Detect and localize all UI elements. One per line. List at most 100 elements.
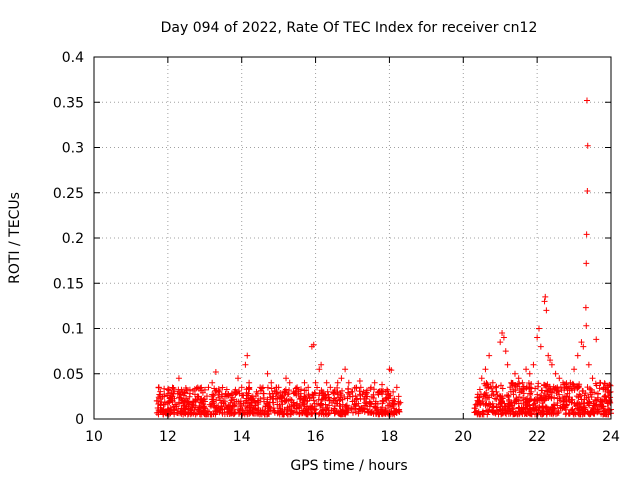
data-point [604, 411, 611, 418]
data-point [497, 382, 504, 389]
data-point [336, 403, 343, 410]
data-point [294, 384, 301, 391]
data-point [539, 405, 546, 412]
data-point [524, 405, 531, 412]
data-point [193, 385, 200, 392]
data-point [158, 399, 165, 406]
data-point [534, 334, 541, 341]
data-point [593, 382, 600, 389]
data-point [475, 397, 482, 404]
data-point [549, 389, 556, 396]
data-point [584, 384, 591, 391]
data-point [348, 404, 355, 411]
data-point [288, 408, 295, 415]
data-point [383, 397, 390, 404]
data-point [578, 403, 585, 410]
data-point [325, 407, 332, 414]
data-point [371, 379, 378, 386]
data-point [168, 396, 175, 403]
data-point [489, 379, 496, 386]
data-point [367, 400, 374, 407]
data-point [567, 379, 574, 386]
data-point [207, 403, 214, 410]
data-point [578, 339, 585, 346]
data-point [247, 410, 254, 417]
data-point [583, 97, 590, 104]
data-point [157, 388, 164, 395]
data-point [535, 325, 542, 332]
data-point [169, 384, 176, 391]
data-point [561, 404, 568, 411]
data-point [353, 384, 360, 391]
data-point [542, 404, 549, 411]
data-point [590, 400, 597, 407]
data-point [178, 395, 185, 402]
data-point [390, 388, 397, 395]
data-point [262, 402, 269, 409]
data-point [227, 410, 234, 417]
data-point [484, 394, 491, 401]
data-point [502, 348, 509, 355]
data-point [588, 386, 595, 393]
data-point [508, 399, 515, 406]
data-point [547, 357, 554, 364]
data-point [361, 408, 368, 415]
data-point [243, 386, 250, 393]
data-point [379, 381, 386, 388]
data-point [245, 392, 252, 399]
data-point [364, 393, 371, 400]
data-point [574, 405, 581, 412]
data-point [242, 361, 249, 368]
data-point [602, 392, 609, 399]
data-point [510, 391, 517, 398]
data-point [583, 394, 590, 401]
data-point [237, 400, 244, 407]
x-tick-label: 10 [85, 429, 103, 445]
data-point [191, 406, 198, 413]
data-point [524, 395, 531, 402]
data-point [540, 381, 547, 388]
data-point [164, 410, 171, 417]
data-point [157, 402, 164, 409]
x-tick-label: 12 [159, 429, 177, 445]
data-point [179, 388, 186, 395]
data-point [310, 392, 317, 399]
data-point [339, 396, 346, 403]
y-tick-label: 0.15 [53, 276, 84, 292]
data-point [492, 409, 499, 416]
data-point [483, 380, 490, 387]
data-point [303, 411, 310, 418]
data-point [576, 401, 583, 408]
data-point [499, 403, 506, 410]
data-point [226, 403, 233, 410]
data-point [300, 407, 307, 414]
data-point [264, 398, 271, 405]
data-point [212, 411, 219, 418]
data-point [239, 392, 246, 399]
data-point [395, 400, 402, 407]
data-point [185, 405, 192, 412]
x-tick-label: 22 [528, 429, 546, 445]
data-point [247, 396, 254, 403]
data-point [530, 361, 537, 368]
data-point [188, 410, 195, 417]
data-point [554, 386, 561, 393]
data-point [523, 366, 530, 373]
data-point [310, 397, 317, 404]
data-point [277, 389, 284, 396]
data-point [342, 408, 349, 415]
data-point [352, 402, 359, 409]
x-tick-label: 18 [381, 429, 399, 445]
data-point [490, 391, 497, 398]
data-point [310, 341, 317, 348]
data-point [178, 397, 185, 404]
y-tick-label: 0 [75, 412, 84, 428]
data-point [523, 410, 530, 417]
data-point [216, 388, 223, 395]
data-point [476, 386, 483, 393]
data-point [231, 409, 238, 416]
data-point [534, 391, 541, 398]
y-tick-label: 0.4 [62, 50, 84, 66]
data-point [600, 403, 607, 410]
